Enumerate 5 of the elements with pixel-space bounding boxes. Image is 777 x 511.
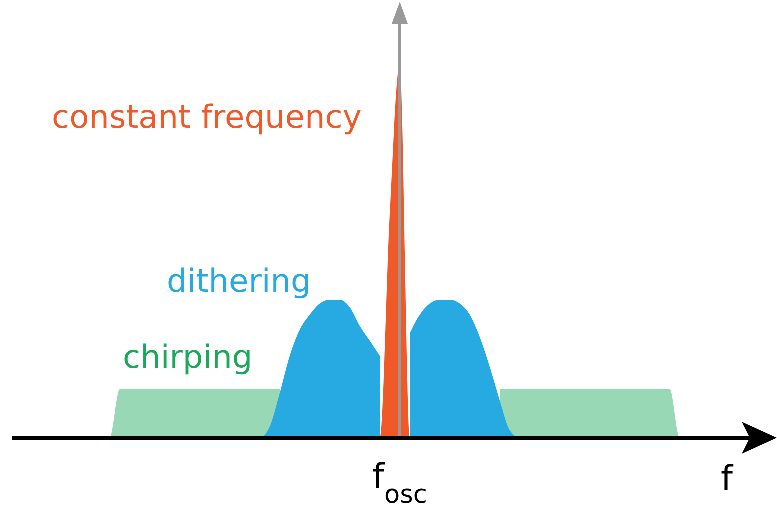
- x-axis-title: f: [721, 459, 734, 499]
- text: f$_{osc}$: [372, 457, 428, 510]
- series-label: chirping: [123, 338, 253, 376]
- series-label: dithering: [167, 262, 312, 300]
- series-label: constant frequency: [52, 98, 362, 136]
